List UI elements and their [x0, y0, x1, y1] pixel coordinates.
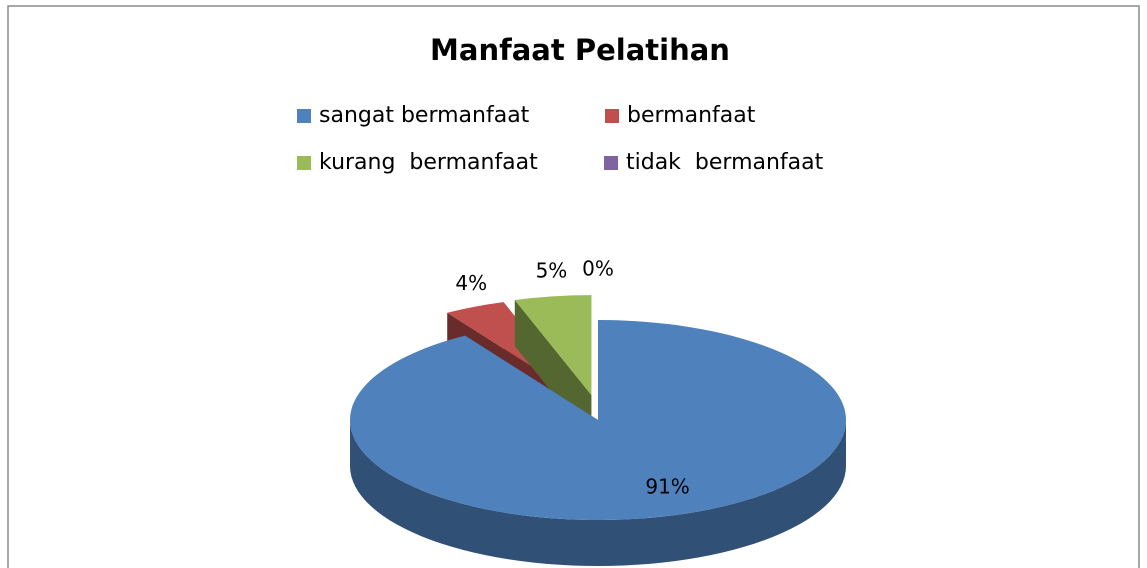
legend-swatch — [604, 156, 618, 170]
legend-label: sangat bermanfaat — [319, 103, 530, 128]
legend-swatch — [297, 156, 311, 170]
slice — [349, 320, 846, 520]
data-label: 0% — [582, 257, 614, 281]
slice-side — [350, 420, 846, 566]
legend-swatch — [297, 109, 311, 123]
data-label: 5% — [536, 258, 568, 282]
legend-label: tidak bermanfaat — [626, 150, 824, 175]
slice — [514, 295, 592, 396]
legend-label: bermanfaat — [627, 103, 756, 128]
legend-swatch — [605, 109, 619, 123]
data-label: 91% — [645, 475, 689, 499]
legend-label: kurang bermanfaat — [319, 150, 538, 175]
chart-title: Manfaat Pelatihan — [430, 33, 730, 67]
data-label: 4% — [455, 271, 487, 295]
